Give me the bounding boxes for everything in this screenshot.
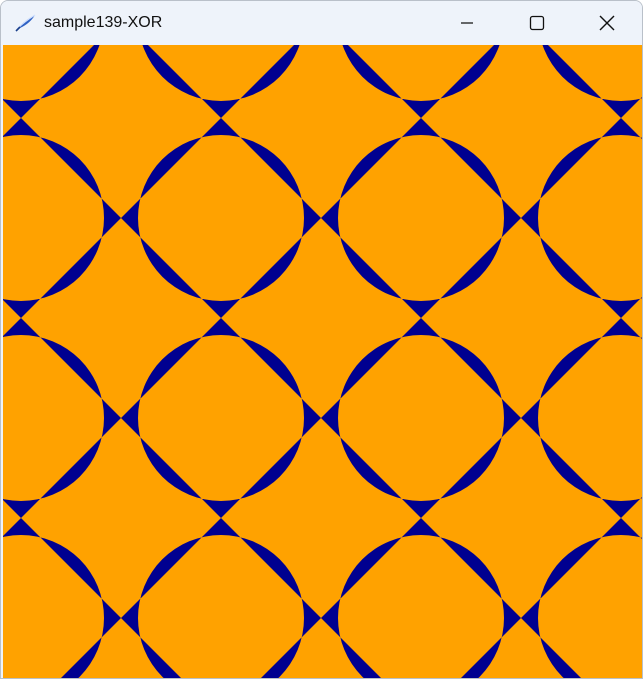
close-button[interactable] — [572, 1, 642, 45]
drawing-canvas[interactable] — [3, 45, 642, 678]
feather-pen-icon — [15, 14, 36, 32]
xor-shapes — [3, 45, 642, 678]
window-title: sample139-XOR — [44, 14, 163, 31]
title-bar[interactable]: sample139-XOR — [1, 1, 642, 45]
maximize-button[interactable] — [502, 1, 572, 45]
maximize-icon — [529, 15, 545, 31]
close-icon — [599, 15, 615, 31]
minimize-icon — [461, 22, 473, 24]
xor-pattern — [3, 45, 642, 678]
minimize-button[interactable] — [432, 1, 502, 45]
